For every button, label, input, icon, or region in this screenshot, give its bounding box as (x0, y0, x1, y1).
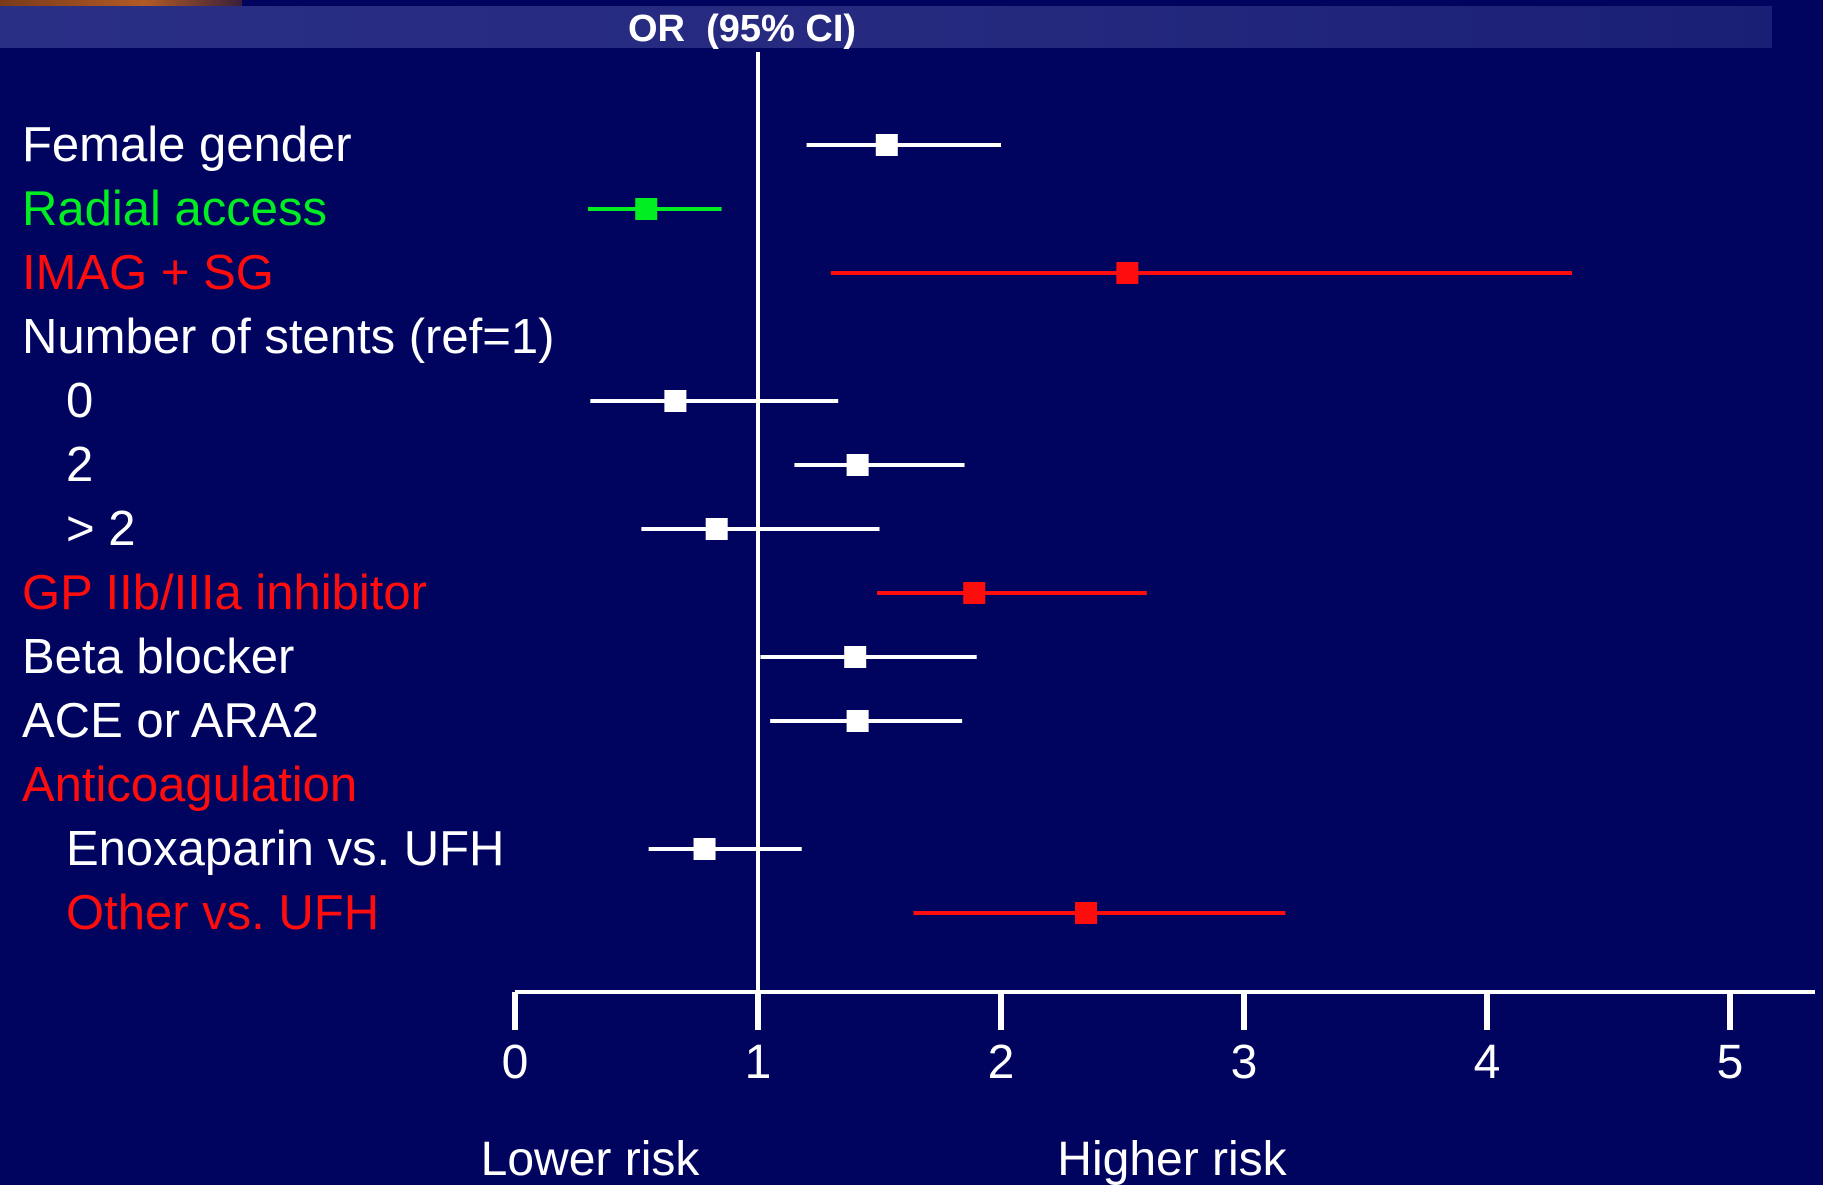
row-label: ACE or ARA2 (22, 694, 319, 748)
x-tick-label: 4 (1474, 1036, 1501, 1089)
title-bar (0, 6, 1772, 48)
odds-ratio-marker (875, 134, 898, 156)
x-tick-label: 2 (988, 1036, 1015, 1089)
row-label: Enoxaparin vs. UFH (66, 822, 505, 876)
row-label: GP IIb/IIIa inhibitor (22, 566, 427, 620)
odds-ratio-marker (846, 710, 869, 732)
row-label: > 2 (66, 502, 136, 556)
higher-risk-label: Higher risk (1057, 1133, 1287, 1185)
row-label: Beta blocker (22, 630, 295, 684)
chart-title: OR (95% CI) (628, 8, 857, 50)
row-label: Number of stents (ref=1) (22, 310, 555, 364)
odds-ratio-marker (705, 518, 728, 540)
x-tick-label: 1 (745, 1036, 772, 1089)
odds-ratio-marker (1075, 902, 1098, 924)
row-label: Female gender (22, 118, 352, 172)
row-label: 2 (66, 438, 94, 492)
x-tick-label: 3 (1231, 1036, 1258, 1089)
row-label: Anticoagulation (22, 758, 358, 812)
x-tick-label: 0 (502, 1036, 529, 1089)
row-labels: Female gender Radial access IMAG + SG Numbe… (0, 0, 620, 960)
row-label: Radial access (22, 182, 328, 236)
corner-accent (0, 0, 242, 7)
row-label: Other vs. UFH (66, 886, 380, 940)
odds-ratio-marker (635, 198, 658, 220)
x-tick-label: 5 (1717, 1036, 1744, 1089)
odds-ratio-marker (963, 582, 986, 604)
odds-ratio-marker (1116, 262, 1139, 284)
row-label: 0 (66, 374, 94, 428)
row-label: IMAG + SG (22, 246, 274, 300)
odds-ratio-marker (693, 838, 716, 860)
lower-risk-label: Lower risk (481, 1133, 701, 1185)
odds-ratio-marker (844, 646, 867, 668)
odds-ratio-marker (664, 390, 687, 412)
odds-ratio-marker (846, 454, 869, 476)
